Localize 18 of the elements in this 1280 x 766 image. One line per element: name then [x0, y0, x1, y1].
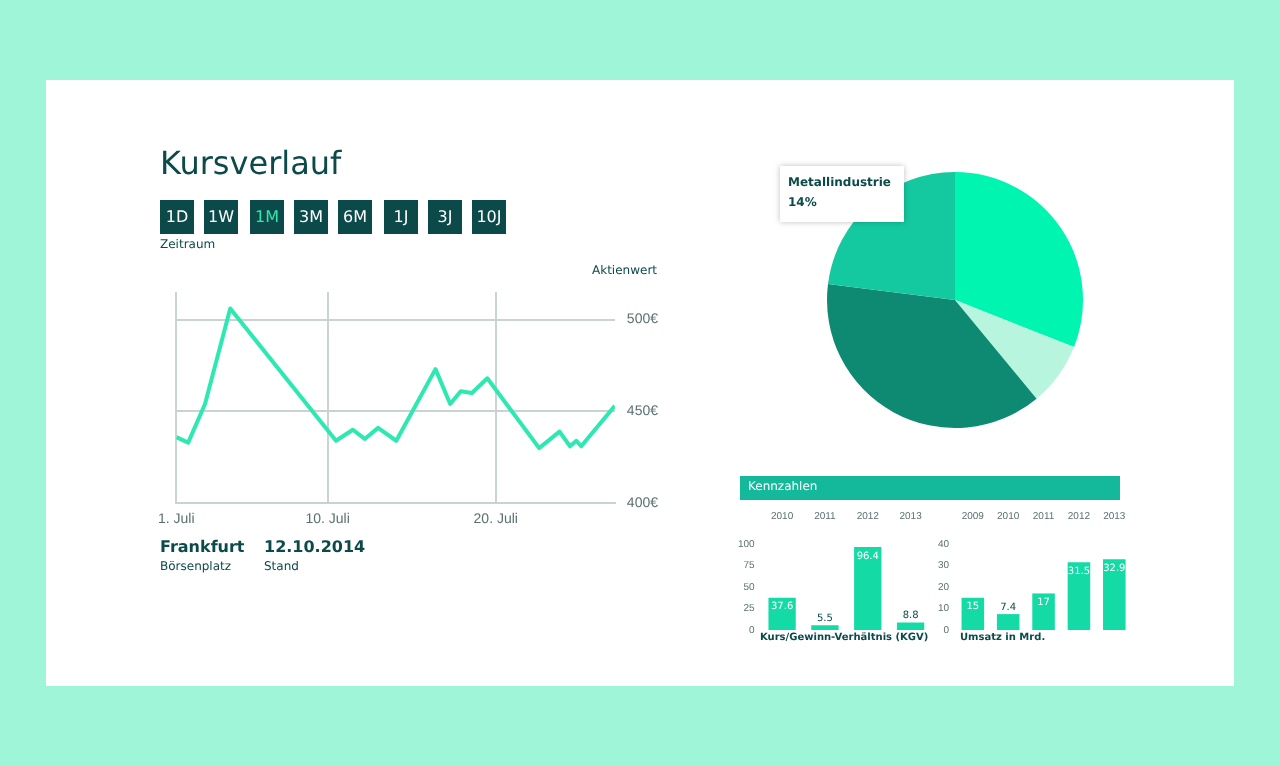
period-button[interactable]: 6M — [338, 200, 372, 234]
bar — [1032, 593, 1055, 630]
bar — [1103, 559, 1126, 630]
chart-title: Kursverlauf — [160, 144, 342, 182]
text: 12.10.2014 — [264, 538, 366, 556]
period-button[interactable]: 1W — [204, 200, 238, 234]
bar — [854, 547, 882, 630]
period-button[interactable]: 1M — [250, 200, 284, 234]
period-button[interactable]: 10J — [472, 200, 506, 234]
period-button[interactable]: 1J — [384, 200, 418, 234]
bar — [1067, 562, 1091, 630]
bar — [896, 622, 925, 630]
bar — [996, 614, 1020, 630]
text: Frankfurt — [160, 538, 245, 556]
period-button[interactable]: 3M — [294, 200, 328, 234]
period-button[interactable]: 1D — [160, 200, 194, 234]
period-button[interactable]: 3J — [428, 200, 462, 234]
bar — [768, 597, 796, 630]
